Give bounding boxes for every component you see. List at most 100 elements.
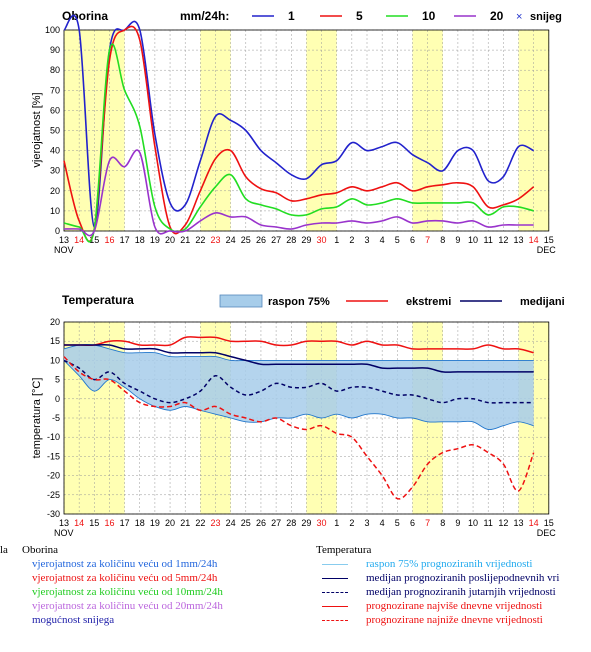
precip-legend: 1 5 10 20 × snijeg	[252, 9, 562, 23]
x-tick-label: 3	[364, 235, 369, 245]
temp-range-upper	[63, 344, 534, 362]
legend-temp-item: medijan prognoziranih poslijepodnevnih v…	[316, 571, 559, 585]
x-tick-label: 17	[120, 518, 130, 528]
x-tick-label: 21	[180, 235, 190, 245]
x-tick-label: 14	[529, 235, 539, 245]
legend-temp-item: medijan prognoziranih jutarnjih vrijedno…	[316, 585, 559, 599]
y-tick-label: 20	[50, 186, 60, 196]
y-tick-label: 90	[50, 45, 60, 55]
x-tick-label: 5	[395, 235, 400, 245]
x-tick-label: 29	[301, 235, 311, 245]
month-label-dec: DEC	[537, 245, 557, 255]
x-tick-label: 24	[226, 235, 236, 245]
legend-temp-swatch	[322, 620, 348, 621]
x-tick-label: 3	[364, 518, 369, 528]
x-tick-label: 11	[484, 235, 493, 245]
x-tick-label: 21	[180, 518, 190, 528]
legend-temp-col: Temperatura raspon 75% prognoziranih vri…	[316, 543, 559, 627]
legend-temp-text: prognozirane najniže dnevne vrijednosti	[366, 614, 543, 626]
temp-title: Temperatura	[62, 293, 134, 307]
temp-median-afternoon-line	[63, 343, 534, 373]
y-tick-label: 30	[50, 166, 60, 176]
precip-series-line	[63, 43, 534, 243]
legend-temp-item: raspon 75% prognoziranih vrijednosti	[316, 557, 559, 571]
legend-temp-swatch	[322, 592, 348, 593]
snow-label: snijeg	[530, 11, 562, 23]
legend-oborina-col: Oborina vjerojatnost za količinu veću od…	[22, 543, 223, 627]
x-tick-label: 18	[135, 235, 145, 245]
x-tick-label: 19	[150, 235, 160, 245]
x-tick-label: 14	[74, 518, 84, 528]
y-tick-label: -5	[52, 413, 60, 423]
precip-legend-label: 20	[490, 9, 504, 23]
legend-oborina-item: vjerojatnost za količinu veću od 5mm/24h	[32, 572, 218, 584]
x-tick-label: 12	[498, 518, 508, 528]
x-tick-label: 29	[301, 518, 311, 528]
precip-title: Oborina	[62, 9, 108, 23]
y-tick-label: 20	[50, 317, 60, 327]
y-tick-label: 5	[55, 375, 60, 385]
precip-legend-label: 1	[288, 9, 295, 23]
legend-temp-items: raspon 75% prognoziranih vrijednosti medi…	[316, 557, 559, 627]
temp-legend-range-swatch	[219, 294, 263, 308]
x-tick-label: 22	[195, 518, 205, 528]
legend-temp-text: medijan prognoziranih poslijepodnevnih v…	[366, 572, 560, 584]
precip-series-line	[63, 25, 535, 243]
x-tick-label: 6	[410, 518, 415, 528]
x-tick-label: 2	[349, 235, 354, 245]
temp-range-lower	[63, 360, 534, 431]
x-tick-label: 1	[334, 518, 339, 528]
x-tick-label: 20	[165, 235, 175, 245]
precip-legend-label: 5	[356, 9, 363, 23]
x-tick-label: 9	[455, 235, 460, 245]
temp-min-extreme-line	[63, 356, 535, 500]
plot-frame	[63, 321, 550, 515]
temp-ylabel: temperatura [°C]	[31, 378, 43, 459]
x-tick-label: 15	[544, 518, 554, 528]
x-tick-label: 15	[544, 235, 554, 245]
x-tick-label: 4	[380, 518, 385, 528]
x-tick-label: 18	[135, 518, 145, 528]
temp-max-extreme-line	[63, 336, 534, 354]
y-tick-label: -25	[47, 490, 60, 500]
x-tick-label: 9	[455, 518, 460, 528]
plot-frame	[63, 29, 550, 232]
legend-cut-col: la	[0, 543, 8, 557]
y-tick-label: 0	[55, 226, 60, 236]
legend-oborina-item: vjerojatnost za količinu veću od 1mm/24h	[32, 558, 218, 570]
legend-temp-text: medijan prognoziranih jutarnjih vrijedno…	[366, 586, 556, 598]
legend-temp-text: prognozirane najviše dnevne vrijednosti	[366, 600, 543, 612]
x-tick-label: 1	[334, 235, 339, 245]
y-tick-label: -10	[47, 432, 60, 442]
temp-legend-extreme-label: ekstremi	[406, 296, 451, 308]
x-tick-label: 11	[484, 518, 493, 528]
y-tick-label: 80	[50, 65, 60, 75]
x-tick-label: 28	[286, 518, 296, 528]
x-tick-label: 20	[165, 518, 175, 528]
legend-temp-swatch	[322, 564, 348, 565]
x-tick-label: 14	[74, 235, 84, 245]
y-tick-label: 15	[50, 336, 60, 346]
x-tick-label: 23	[210, 235, 220, 245]
x-tick-label: 30	[317, 518, 327, 528]
legend-temp-swatch	[322, 606, 348, 607]
legend-oborina-title: Oborina	[22, 544, 59, 556]
temp-median-morning-line	[63, 359, 534, 404]
x-tick-label: 7	[425, 518, 430, 528]
x-tick-label: 24	[226, 518, 236, 528]
x-tick-label: 13	[513, 518, 523, 528]
legend-temp-title: Temperatura	[316, 544, 372, 556]
month-label-nov: NOV	[54, 528, 74, 538]
legend-temp-text: raspon 75% prognoziranih vrijednosti	[366, 558, 533, 570]
y-tick-label: 50	[50, 126, 60, 136]
x-tick-label: 26	[256, 518, 266, 528]
x-tick-label: 6	[410, 235, 415, 245]
x-tick-label: 17	[120, 235, 130, 245]
y-tick-label: 100	[45, 25, 60, 35]
x-tick-label: 25	[241, 518, 251, 528]
x-tick-label: 13	[59, 235, 69, 245]
y-tick-label: 10	[50, 355, 60, 365]
x-tick-label: 23	[210, 518, 220, 528]
temp-legend-range-label: raspon 75%	[268, 296, 330, 308]
x-tick-label: 7	[425, 235, 430, 245]
